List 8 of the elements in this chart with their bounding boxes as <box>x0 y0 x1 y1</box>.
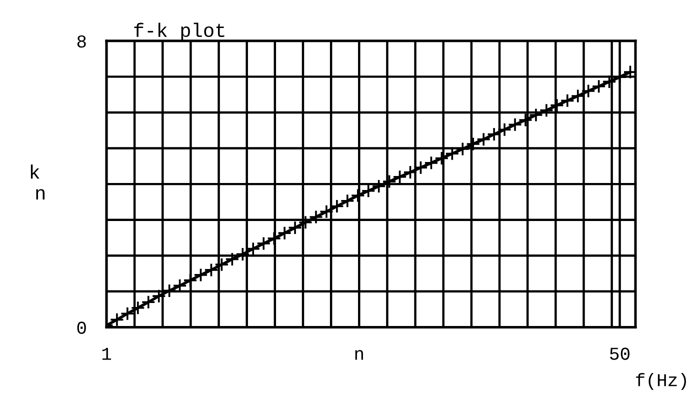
y-tick-label: 0 <box>77 322 86 334</box>
x-tick-label: n <box>355 350 363 360</box>
x-tick-label: 50 <box>610 348 630 360</box>
y-axis-title: k n <box>30 164 44 200</box>
x-tick-label: 1 <box>102 348 112 360</box>
chart-title: f-k plot <box>134 22 224 41</box>
x-axis-title: f(Hz) <box>636 373 686 390</box>
y-tick-label: 8 <box>77 35 86 48</box>
